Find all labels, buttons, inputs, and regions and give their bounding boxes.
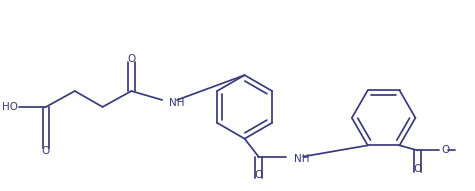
Text: HO: HO: [2, 102, 18, 112]
Text: O: O: [127, 54, 135, 64]
Text: O: O: [413, 164, 421, 174]
Text: O: O: [255, 171, 263, 180]
Text: O: O: [42, 146, 50, 156]
Text: O: O: [441, 145, 449, 155]
Text: NH: NH: [294, 154, 310, 163]
Text: NH: NH: [169, 98, 185, 108]
